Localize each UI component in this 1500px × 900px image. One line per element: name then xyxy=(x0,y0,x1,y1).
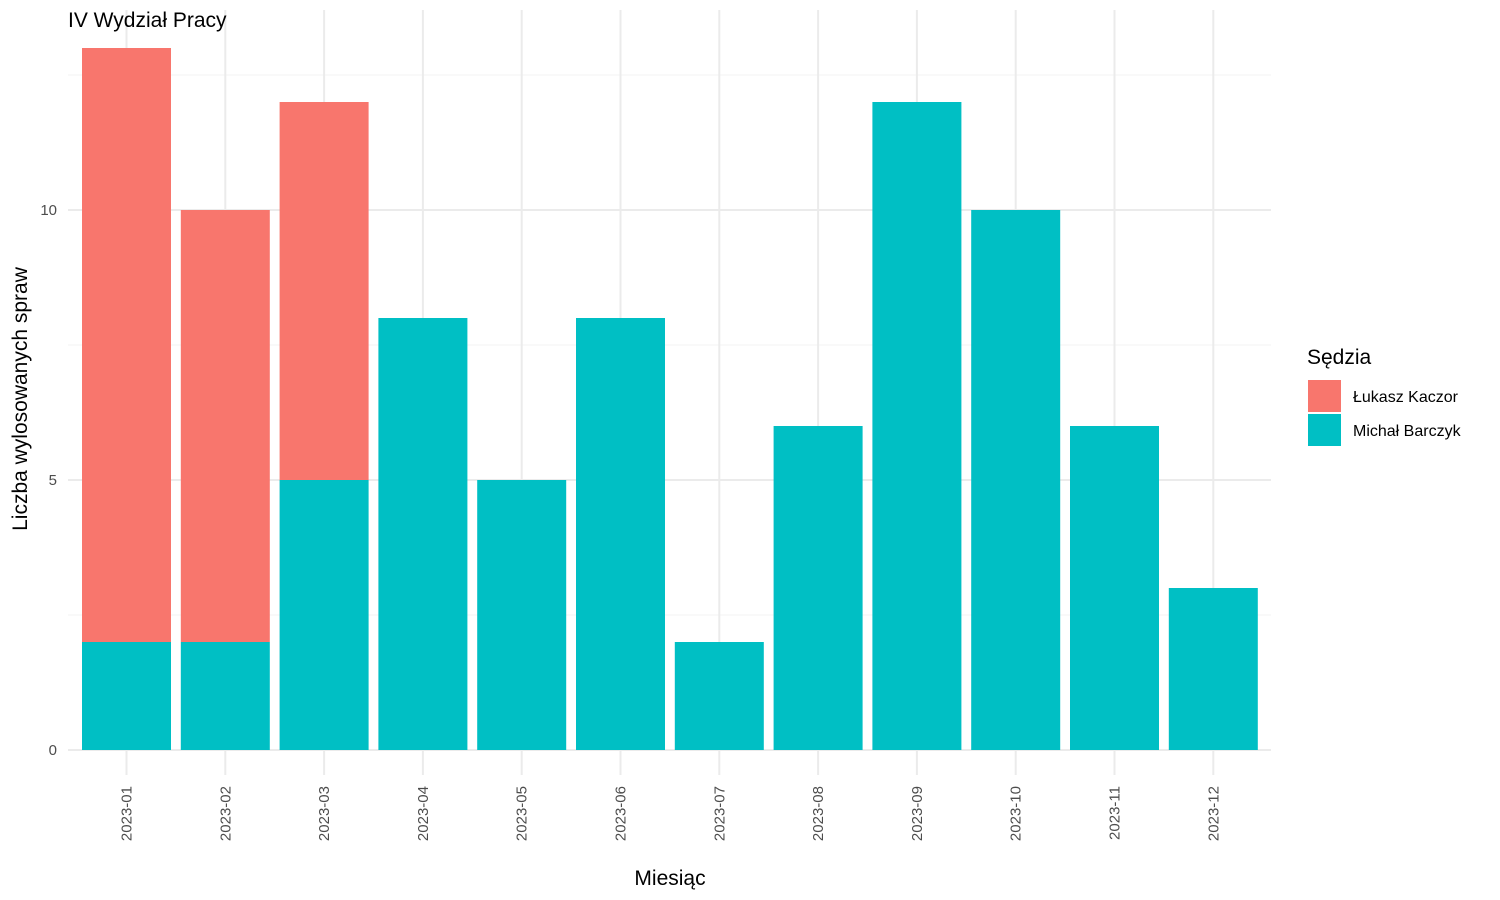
bar-2023-05-series-0 xyxy=(477,480,567,750)
bar-2023-08-series-0 xyxy=(773,426,863,750)
x-tick-label: 2023-07 xyxy=(711,786,728,841)
legend-swatch xyxy=(1308,380,1341,412)
bar-2023-11-series-0 xyxy=(1070,426,1159,750)
legend-title: Sędzia xyxy=(1307,346,1372,369)
y-axis-ticks: 0 5 10 xyxy=(40,202,57,759)
x-tick-label: 2023-03 xyxy=(316,786,333,841)
bar-2023-09-series-0 xyxy=(872,102,962,750)
legend-swatch xyxy=(1308,414,1341,446)
x-tick-label: 2023-09 xyxy=(909,786,926,841)
y-tick-label: 5 xyxy=(49,472,57,489)
bar-2023-01-series-0 xyxy=(82,642,171,750)
bar-2023-03-series-0 xyxy=(279,480,369,750)
bar-2023-10-series-0 xyxy=(971,210,1061,750)
x-axis-title: Miesiąc xyxy=(634,867,705,890)
legend-label: Michał Barczyk xyxy=(1353,423,1462,440)
x-tick-label: 2023-05 xyxy=(514,786,531,841)
bar-2023-12-series-0 xyxy=(1168,588,1258,750)
x-tick-label: 2023-12 xyxy=(1205,786,1222,841)
x-tick-label: 2023-08 xyxy=(810,786,827,841)
y-tick-label: 10 xyxy=(40,202,57,219)
bar-2023-02-series-1 xyxy=(180,210,270,642)
bar-2023-04-series-0 xyxy=(378,318,468,750)
x-tick-label: 2023-10 xyxy=(1008,786,1025,841)
bar-2023-03-series-1 xyxy=(279,102,369,480)
x-tick-label: 2023-11 xyxy=(1107,786,1124,840)
bar-2023-02-series-0 xyxy=(180,642,270,750)
bar-2023-01-series-1 xyxy=(82,48,171,642)
x-tick-label: 2023-01 xyxy=(119,786,136,841)
legend-label: Łukasz Kaczor xyxy=(1353,389,1459,406)
bar-2023-06-series-0 xyxy=(576,318,665,750)
x-tick-label: 2023-04 xyxy=(415,786,432,841)
x-tick-label: 2023-02 xyxy=(217,786,234,841)
x-axis-ticks: 2023-01 2023-02 2023-03 2023-04 2023-05 2023-… xyxy=(119,786,1223,841)
bar-2023-07-series-0 xyxy=(674,642,764,750)
x-tick-label: 2023-06 xyxy=(613,786,630,841)
y-tick-label: 0 xyxy=(49,742,57,759)
legend: Sędzia Łukasz Kaczor Michał Barczyk xyxy=(1307,346,1462,446)
y-axis-title: Liczba wylosowanych spraw xyxy=(9,266,32,531)
bars xyxy=(82,48,1258,750)
chart-title: IV Wydział Pracy xyxy=(68,9,227,32)
